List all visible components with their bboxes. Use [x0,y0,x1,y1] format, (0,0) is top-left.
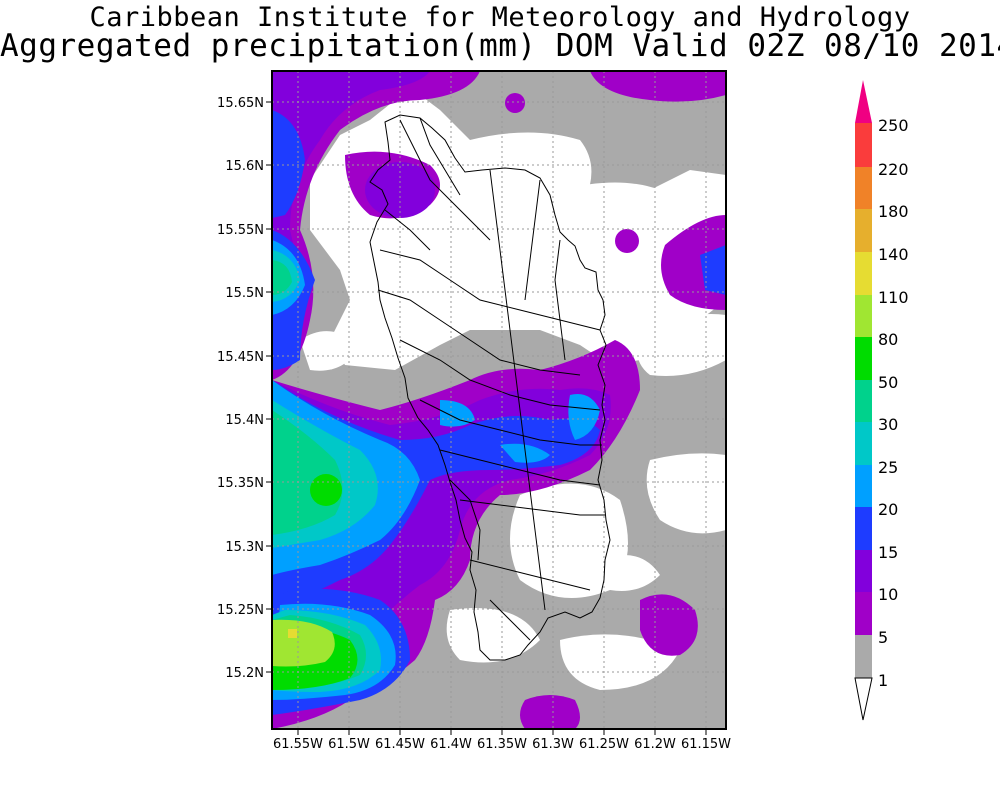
lon-tick-label: 61.3W [532,737,574,752]
colorbar-swatch [855,635,872,678]
colorbar-label: 30 [878,415,898,434]
colorbar-swatch [855,295,872,337]
tick-marks [266,101,707,735]
lat-tick-label: 15.55N [217,223,264,238]
colorbar-label: 25 [878,458,898,477]
colorbar-label: 80 [878,330,898,349]
colorbar-label: 50 [878,373,898,392]
plot-frame [271,70,727,730]
graticule [272,71,726,729]
colorbar-label: 10 [878,585,898,604]
colorbar-top-arrow [855,80,872,123]
lon-tick-label: 61.55W [273,737,323,752]
colorbar-bottom-arrow [854,677,873,721]
lon-tick-label: 61.35W [477,737,527,752]
island-outline [369,114,611,661]
colorbar-label: 140 [878,245,909,264]
colorbar-swatch [855,422,872,465]
lat-tick-label: 15.45N [217,350,264,365]
colorbar-swatch [855,337,872,380]
lat-tick-label: 15.4N [225,413,264,428]
colorbar: 1 5 10 15 20 25 30 50 80 110 140 180 220… [854,80,909,721]
lon-tick-labels: 61.55W 61.5W 61.45W 61.4W 61.35W 61.3W 6… [273,737,731,752]
precip-field [272,71,726,729]
colorbar-swatch [855,209,872,252]
lat-tick-label: 15.2N [225,666,264,681]
colorbar-swatch [855,550,872,592]
colorbar-label: 15 [878,543,898,562]
colorbar-label: 1 [878,671,888,690]
colorbar-swatch [855,592,872,635]
colorbar-swatch [855,167,872,209]
colorbar-label: 250 [878,116,909,135]
lon-tick-label: 61.45W [375,737,425,752]
no-rain-areas [300,132,726,690]
lat-tick-labels: 15.65N 15.6N 15.55N 15.5N 15.45N 15.4N 1… [217,96,264,681]
lon-tick-label: 61.2W [634,737,676,752]
lat-tick-label: 15.25N [217,603,264,618]
colorbar-label: 220 [878,160,909,179]
colorbar-swatch [855,123,872,140]
lon-tick-label: 61.25W [579,737,629,752]
lat-tick-label: 15.3N [225,540,264,555]
lat-tick-label: 15.65N [217,96,264,111]
title-line-2: Aggregated precipitation(mm) DOM Valid 0… [0,28,1000,64]
colorbar-swatch [855,507,872,550]
lon-tick-label: 61.4W [430,737,472,752]
lat-tick-label: 15.6N [225,159,264,174]
colorbar-label: 110 [878,288,909,307]
shade-110mm [288,629,297,638]
lat-tick-label: 15.5N [225,286,264,301]
lat-tick-label: 15.35N [217,476,264,491]
colorbar-swatch [855,252,872,295]
lon-tick-label: 61.15W [681,737,731,752]
colorbar-label: 20 [878,500,898,519]
colorbar-label: 180 [878,202,909,221]
colorbar-swatch [855,380,872,422]
title-line-1: Caribbean Institute for Meteorology and … [89,2,911,33]
shade-80mm [272,619,335,667]
colorbar-label: 5 [878,628,888,647]
lon-tick-label: 61.5W [328,737,370,752]
colorbar-swatch [855,465,872,507]
